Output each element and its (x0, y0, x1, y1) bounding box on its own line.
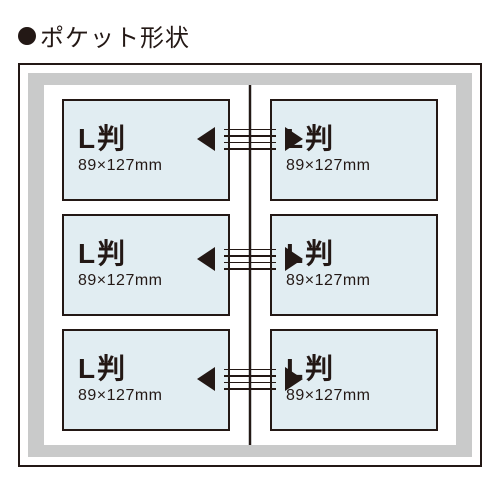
arrow-left-icon (197, 247, 215, 271)
header: ポケット形状 (18, 18, 482, 53)
arrow-right-icon (285, 367, 303, 391)
arrow-left-icon (197, 367, 215, 391)
pocket-dimensions: 89×127mm (286, 387, 436, 405)
insert-lines-icon (224, 129, 276, 150)
pocket-size-label: L判 (286, 125, 436, 153)
pocket-dimensions: 89×127mm (78, 157, 228, 175)
album-frame-inner: L判 89×127mm L判 89×127mm L判 89×127mm L判 8… (28, 73, 472, 457)
insert-lines-icon (224, 369, 276, 390)
arrow-right-icon (285, 247, 303, 271)
arrow-right-icon (285, 127, 303, 151)
insert-lines-icon (224, 249, 276, 270)
arrow-left-icon (197, 127, 215, 151)
pocket-dimensions: 89×127mm (286, 157, 436, 175)
album-frame-outer: L判 89×127mm L判 89×127mm L判 89×127mm L判 8… (18, 63, 482, 467)
insert-arrow-row-2 (197, 247, 303, 271)
insert-arrow-row-1 (197, 127, 303, 151)
page-title: ポケット形状 (40, 18, 190, 53)
pocket-size-label: L判 (286, 240, 436, 268)
pocket-dimensions: 89×127mm (78, 272, 228, 290)
insert-arrow-row-3 (197, 367, 303, 391)
bullet-icon (18, 27, 36, 45)
pocket-size-label: L判 (286, 355, 436, 383)
pocket-dimensions: 89×127mm (286, 272, 436, 290)
